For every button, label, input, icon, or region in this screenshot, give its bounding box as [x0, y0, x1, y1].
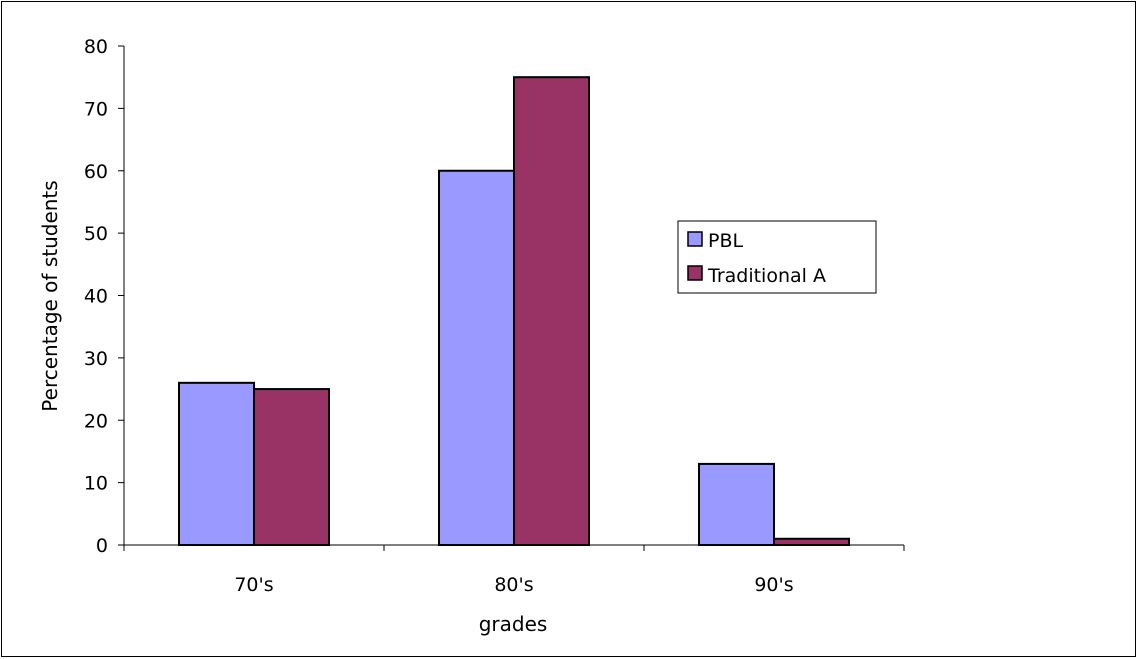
y-tick-label: 0 [96, 535, 108, 557]
y-tick-label: 70 [84, 98, 108, 120]
y-tick-label: 50 [84, 223, 108, 245]
y-tick-label: 60 [84, 161, 108, 183]
y-tick-label: 30 [84, 348, 108, 370]
bars [178, 76, 850, 547]
x-tick-label: 70's [234, 574, 273, 596]
bar-traditional-a [773, 537, 850, 547]
y-axis-title: Percentage of students [38, 180, 62, 411]
x-tick-labels: 70's 80's 90's [234, 574, 793, 596]
bar-pbl [438, 169, 515, 546]
x-tick-label: 80's [494, 574, 533, 596]
bar-traditional-a [513, 76, 590, 546]
bar-pbl [178, 381, 255, 547]
legend-label-traditional-a: Traditional A [707, 265, 826, 287]
legend-label-pbl: PBL [708, 230, 743, 252]
legend: PBL Traditional A [677, 220, 877, 294]
y-tick-label: 20 [84, 410, 108, 432]
legend-box [677, 220, 877, 294]
legend-swatch-pbl [687, 231, 703, 247]
y-tick-label: 80 [84, 36, 108, 58]
y-tick-label: 40 [84, 286, 108, 308]
y-tick-labels: 0 10 20 30 40 50 60 70 80 [84, 36, 108, 557]
legend-swatch-traditional-a [687, 265, 703, 281]
bar-pbl [698, 462, 775, 547]
x-tick-label: 90's [754, 574, 793, 596]
x-axis-title: grades [479, 612, 548, 636]
bar-traditional-a [253, 388, 330, 546]
y-tick-label: 10 [84, 473, 108, 495]
